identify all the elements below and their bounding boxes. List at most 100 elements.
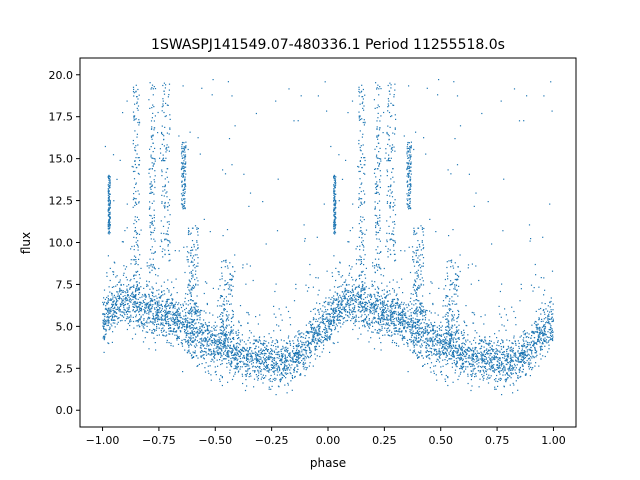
data-point (297, 365, 299, 367)
data-point (234, 356, 236, 358)
data-point (157, 309, 159, 311)
data-point (395, 330, 397, 332)
data-point (210, 374, 212, 376)
data-point (177, 313, 179, 315)
data-point (334, 291, 336, 293)
data-point (346, 301, 348, 303)
data-point (428, 319, 430, 321)
data-point (528, 368, 530, 370)
data-point (160, 296, 162, 298)
data-point (107, 321, 109, 323)
data-point (245, 375, 247, 377)
data-point (165, 303, 167, 305)
data-point (348, 284, 350, 286)
data-point (245, 363, 247, 365)
data-point (163, 318, 166, 320)
data-point (176, 311, 178, 313)
data-point (138, 287, 140, 289)
data-point (365, 310, 367, 312)
data-point (471, 356, 473, 358)
data-point (474, 349, 476, 351)
data-point (339, 300, 341, 302)
data-point (256, 339, 258, 341)
data-point (195, 336, 197, 338)
data-point (472, 355, 475, 357)
data-point (530, 337, 532, 339)
data-point (242, 357, 244, 359)
data-point (394, 342, 396, 344)
data-point (365, 304, 367, 306)
data-point (381, 289, 383, 292)
data-point (415, 333, 417, 335)
data-point (151, 332, 153, 334)
data-point (379, 330, 381, 332)
data-point (429, 347, 431, 349)
data-point (313, 333, 315, 335)
data-point (191, 330, 193, 332)
data-point (255, 347, 257, 349)
data-point (526, 349, 528, 351)
data-point (393, 240, 395, 242)
data-point (471, 358, 473, 360)
data-point (164, 318, 167, 320)
data-point (254, 366, 256, 368)
data-point (358, 296, 360, 298)
data-point (170, 317, 172, 319)
data-point (194, 339, 196, 341)
data-point (348, 291, 350, 293)
data-point (403, 302, 405, 304)
data-point (252, 362, 254, 364)
data-point (522, 331, 524, 333)
data-point (530, 350, 532, 352)
data-point (506, 350, 508, 353)
data-point (278, 355, 281, 357)
data-point (463, 343, 465, 345)
data-point (361, 303, 363, 305)
data-point (242, 350, 244, 352)
data-point (164, 315, 166, 317)
data-point (227, 353, 229, 355)
data-point (519, 370, 521, 372)
data-point (446, 355, 448, 357)
data-point (467, 382, 469, 385)
data-point (331, 296, 333, 299)
data-point (148, 306, 150, 308)
data-point (461, 350, 463, 352)
data-point (271, 349, 273, 351)
data-point (136, 302, 139, 304)
data-point (445, 356, 447, 358)
data-point (510, 358, 512, 361)
data-point (499, 379, 501, 381)
data-point (265, 375, 267, 377)
data-point (356, 245, 358, 248)
data-point (363, 311, 365, 313)
data-point (486, 362, 489, 364)
data-point (283, 361, 285, 363)
data-point (219, 342, 221, 345)
data-point (483, 323, 485, 325)
data-point (462, 342, 464, 344)
data-point (246, 311, 248, 314)
data-point (220, 356, 222, 358)
data-point (367, 305, 369, 307)
data-point (156, 327, 158, 329)
data-point (517, 389, 519, 391)
data-point (263, 340, 265, 342)
data-point (447, 363, 449, 365)
data-point (416, 310, 418, 312)
data-point (390, 317, 392, 319)
data-point (488, 362, 491, 364)
data-point (277, 346, 279, 348)
data-point (325, 297, 327, 299)
data-point (532, 331, 534, 333)
data-point (122, 295, 124, 298)
data-point (175, 331, 177, 333)
data-point (151, 305, 153, 307)
data-point (289, 343, 291, 345)
data-point (382, 312, 384, 314)
data-point (333, 320, 336, 322)
data-point (287, 368, 289, 370)
data-point (332, 342, 334, 344)
data-point (540, 332, 543, 334)
data-point (542, 338, 545, 340)
